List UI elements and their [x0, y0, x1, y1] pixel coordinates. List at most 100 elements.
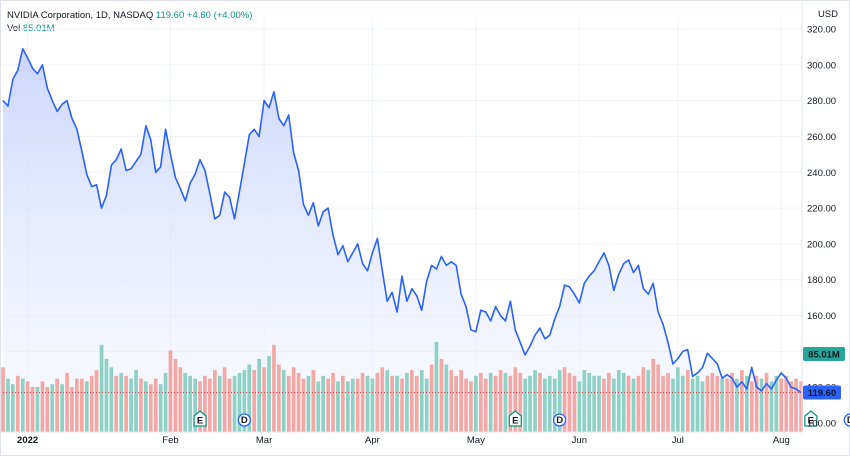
- volume-bar: [616, 370, 621, 432]
- volume-bar: [94, 370, 99, 432]
- volume-bar: [676, 367, 680, 432]
- volume-bars: [1, 342, 803, 433]
- volume-bar: [641, 367, 646, 432]
- volume-bar: [80, 378, 84, 432]
- volume-bar: [222, 367, 227, 432]
- price-line: [2, 47, 802, 394]
- volume-bar: [636, 375, 641, 433]
- volume-bar: [582, 370, 587, 432]
- volume-bar: [232, 375, 237, 433]
- volume-value-badge: 85.01M: [803, 347, 845, 361]
- volume-bar: [449, 370, 454, 432]
- volume-bar: [572, 375, 577, 433]
- volume-bar: [735, 378, 739, 432]
- price-area: [3, 48, 801, 432]
- last-price-badge: 119.60: [803, 385, 841, 400]
- y-tick-label: 280.00: [807, 96, 836, 107]
- volume-bar: [680, 375, 685, 433]
- legend-symbol: NVIDIA Corporation, 1D, NASDAQ: [7, 10, 154, 21]
- volume-bar: [277, 364, 281, 432]
- price-badge-bg: [803, 385, 841, 400]
- volume-bar: [65, 372, 69, 432]
- volume-bar: [621, 372, 626, 432]
- volume-bar: [764, 372, 769, 432]
- dividend-badge: [552, 413, 567, 427]
- volume-bar: [557, 370, 562, 432]
- price-line-group: [2, 47, 802, 394]
- earnings-marker[interactable]: E: [508, 410, 522, 427]
- volume-bar: [6, 378, 10, 432]
- volume-bar: [15, 375, 20, 433]
- dividend-label: D: [241, 415, 248, 426]
- volume-bar: [1, 367, 5, 432]
- volume-bar: [474, 375, 478, 433]
- volume-bar: [217, 375, 222, 433]
- volume-bar: [592, 375, 596, 433]
- volume-bar: [213, 370, 217, 432]
- volume-bar: [508, 375, 513, 433]
- volume-bar: [168, 350, 173, 432]
- volume-bar: [685, 370, 690, 432]
- event-markers: EDEDED: [193, 410, 850, 427]
- volume-bar: [35, 387, 40, 432]
- earnings-marker[interactable]: E: [804, 410, 818, 427]
- volume-bar: [301, 378, 306, 432]
- volume-bar: [336, 381, 340, 432]
- volume-bar: [45, 387, 50, 432]
- volume-bar: [454, 375, 458, 433]
- legend-symbol-row: NVIDIA Corporation, 1D, NASDAQ 119.60 +4…: [7, 9, 252, 22]
- volume-bar: [109, 367, 114, 432]
- earnings-label: E: [808, 416, 814, 427]
- volume-bar: [671, 378, 675, 432]
- volume-bar: [55, 378, 59, 432]
- volume-bar: [587, 372, 591, 432]
- volume-bar: [99, 344, 104, 432]
- volume-bar: [479, 372, 483, 432]
- volume-bar: [390, 375, 394, 433]
- dividend-marker[interactable]: D: [552, 413, 567, 427]
- dividend-marker[interactable]: D: [843, 413, 850, 427]
- earnings-label: E: [512, 416, 518, 427]
- volume-bar: [543, 378, 547, 432]
- volume-bar: [459, 370, 463, 432]
- y-tick-label: 260.00: [807, 132, 836, 143]
- volume-bar: [355, 378, 360, 432]
- volume-bar: [720, 378, 724, 432]
- earnings-label: E: [197, 416, 203, 427]
- volume-badge-text: 85.01M: [808, 350, 840, 361]
- volume-bar: [725, 378, 729, 432]
- earnings-marker[interactable]: E: [193, 410, 207, 427]
- volume-bar: [400, 378, 404, 432]
- volume-bar: [730, 372, 734, 432]
- y-tick-label: 200.00: [807, 239, 836, 250]
- volume-bar: [193, 378, 197, 432]
- volume-bar: [380, 367, 385, 432]
- volume-bar: [370, 378, 375, 432]
- x-tick-label: Jun: [572, 435, 587, 446]
- volume-bar: [40, 381, 45, 432]
- x-tick-label: May: [467, 435, 485, 446]
- volume-bar: [759, 378, 764, 432]
- volume-bar: [715, 375, 720, 433]
- volume-bar: [20, 378, 25, 432]
- volume-bar: [405, 372, 409, 432]
- dividend-label: D: [556, 415, 563, 426]
- volume-bar: [562, 367, 567, 432]
- volume-bar: [281, 370, 286, 432]
- volume-bar: [346, 381, 350, 432]
- volume-bar: [144, 381, 148, 432]
- volume-bar: [774, 375, 779, 433]
- volume-bar: [124, 375, 128, 433]
- dividend-marker[interactable]: D: [237, 413, 252, 427]
- volume-bar: [794, 378, 798, 432]
- volume-bar: [597, 375, 601, 433]
- volume-bar: [252, 370, 257, 432]
- volume-bar: [710, 372, 715, 432]
- volume-bar: [350, 378, 355, 432]
- volume-bar: [754, 375, 759, 433]
- volume-bar: [203, 375, 207, 433]
- volume-bar: [789, 381, 793, 432]
- volume-bar: [341, 375, 345, 433]
- volume-bar: [306, 375, 311, 433]
